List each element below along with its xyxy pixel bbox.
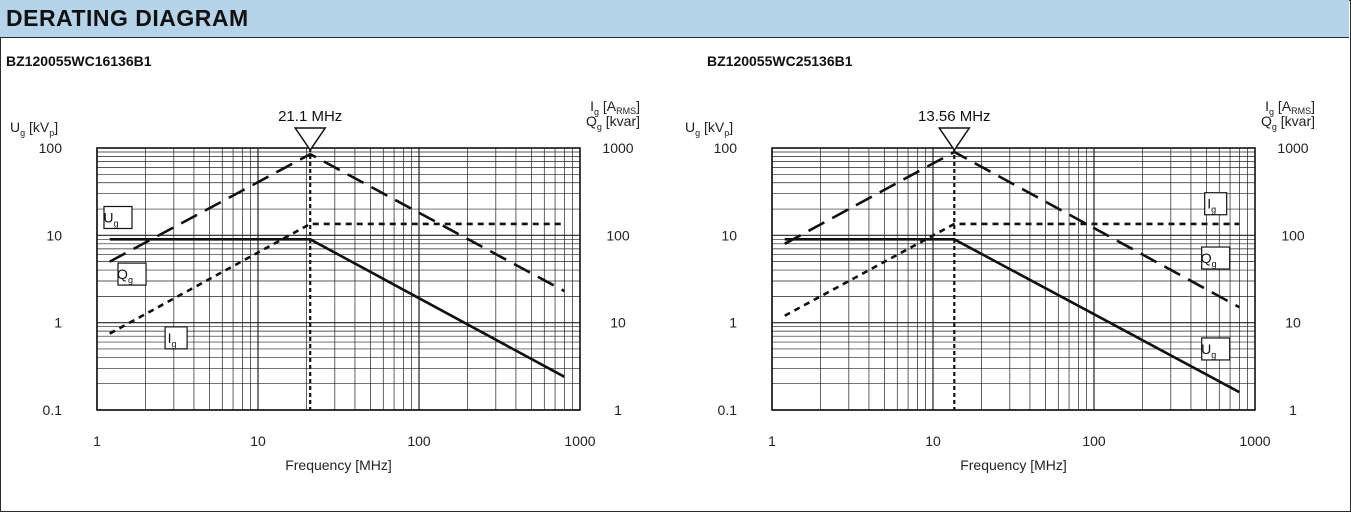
y-left-tick-label: 0.1: [718, 402, 738, 418]
series-label-box: [117, 262, 147, 286]
series-label-ig: Ig: [164, 326, 188, 350]
series-line-ug: [784, 238, 1241, 394]
page-title: DERATING DIAGRAM: [6, 5, 249, 31]
x-tick-label: 1000: [1239, 433, 1270, 449]
y-right-axis-title-power: Qg [kvar]: [1261, 113, 1315, 132]
x-tick-label: 1: [93, 433, 101, 449]
y-right-axis-title-power: Qg [kvar]: [586, 113, 640, 132]
y-left-tick-label: 10: [721, 227, 737, 243]
series-label-text: Qg: [117, 266, 133, 285]
x-tick-label: 100: [1082, 433, 1106, 449]
chart-title-left: BZ120055WC16136B1: [6, 53, 152, 69]
marker-triangle: [293, 127, 327, 152]
x-tick-label: 10: [925, 433, 941, 449]
series-label-qg: Qg: [1201, 246, 1231, 270]
grid: [771, 148, 1255, 411]
series-label-text: Ig: [1207, 196, 1216, 215]
x-tick-label: 1: [768, 433, 776, 449]
header-bar: DERATING DIAGRAM: [0, 0, 1349, 38]
series-label-box: [103, 205, 133, 230]
series-line-ug: [109, 238, 566, 378]
y-left-tick-label: 100: [39, 140, 63, 156]
y-right-tick-label: 1: [614, 402, 622, 418]
plot-frame: [771, 147, 1256, 411]
series-label-ug: Ug: [103, 205, 133, 230]
x-axis-title: Frequency [MHz]: [285, 457, 392, 473]
y-left-tick-label: 1: [729, 315, 737, 331]
series-label-text: Ig: [168, 330, 177, 349]
series-label-box: [1201, 337, 1231, 361]
series-line-qg: [109, 152, 566, 293]
y-left-tick-label: 1: [54, 315, 62, 331]
y-right-tick-label: 100: [1281, 227, 1305, 243]
series-label-ig: Ig: [1204, 192, 1228, 216]
series-label-box: [1204, 192, 1228, 216]
series-label-qg: Qg: [117, 262, 147, 286]
series-line-qg: [784, 150, 1241, 309]
marker-label: 21.1 MHz: [278, 108, 342, 125]
y-left-tick-label: 10: [46, 227, 62, 243]
derating-chart-right: 1 10 100 1000 0.1 1 10 100 1 10 100 1000 Frequency […: [685, 98, 1315, 473]
y-right-tick-label: 1: [1289, 402, 1297, 418]
plot-frame: [96, 147, 581, 411]
y-right-tick-label: 1000: [1277, 140, 1308, 156]
y-left-tick-label: 0.1: [43, 402, 63, 418]
y-right-tick-label: 100: [606, 227, 630, 243]
series-label-text: Ug: [1201, 341, 1216, 360]
y-right-axis-title-current: Ig [ARMS]: [590, 98, 640, 117]
marker-label: 13.56 MHz: [918, 108, 991, 125]
y-right-tick-label: 10: [1285, 315, 1301, 331]
chart-title-right: BZ120055WC25136B1: [707, 53, 853, 69]
x-tick-label: 1000: [564, 433, 595, 449]
x-axis-title: Frequency [MHz]: [960, 457, 1067, 473]
marker-triangle: [937, 127, 971, 152]
series-label-box: [1201, 246, 1231, 270]
grid: [96, 148, 580, 411]
series-label-text: Ug: [103, 210, 118, 229]
y-right-axis-title-current: Ig [ARMS]: [1265, 98, 1315, 117]
derating-chart-left: 1 10 100 1000 0.1 1 10 100 1 10 100 1000 Frequency […: [10, 98, 640, 473]
series-label-box: [164, 326, 188, 350]
series-line-ig: [109, 222, 565, 335]
x-tick-label: 100: [407, 433, 431, 449]
y-right-tick-label: 10: [610, 315, 626, 331]
y-left-axis-title: Ug [kVp]: [10, 119, 58, 138]
x-tick-label: 10: [250, 433, 266, 449]
y-left-tick-label: 100: [714, 140, 738, 156]
y-left-axis-title: Ug [kVp]: [685, 119, 733, 138]
series-label-ug: Ug: [1201, 337, 1231, 361]
series-label-text: Qg: [1201, 250, 1217, 269]
y-right-tick-label: 1000: [602, 140, 633, 156]
series-line-ig: [784, 222, 1240, 317]
